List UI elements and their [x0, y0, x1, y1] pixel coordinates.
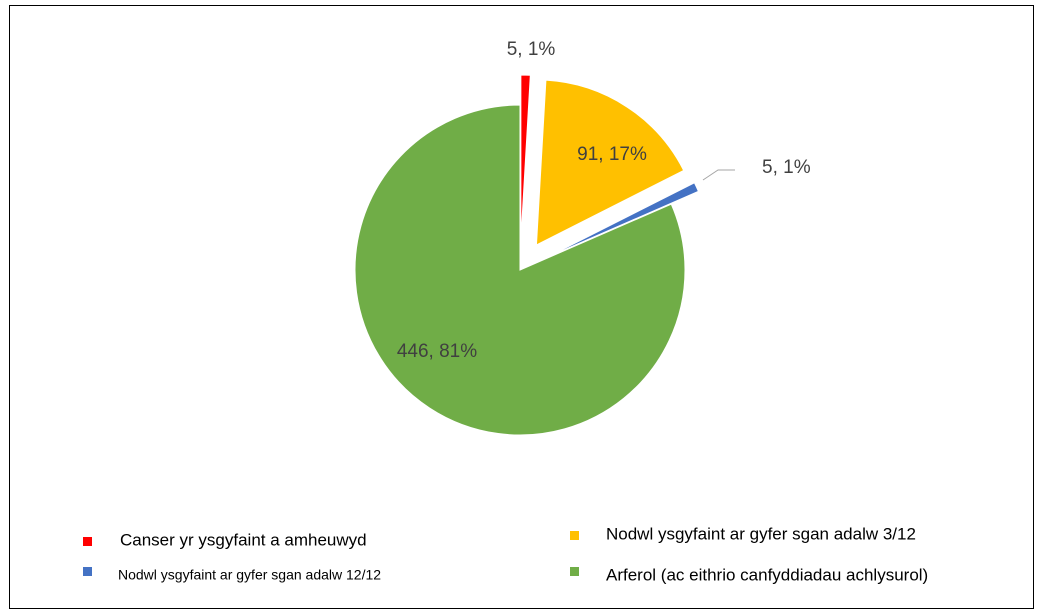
legend-marker [570, 531, 579, 540]
legend-marker [570, 567, 579, 576]
data-label: 91, 17% [577, 144, 647, 165]
pie-slice [535, 79, 685, 246]
pie-slice [354, 104, 686, 436]
data-label: 5, 1% [762, 157, 811, 178]
legend-label: Arferol (ac eithrio canfyddiadau achlysu… [606, 565, 928, 584]
legend-label: Nodwl ysgyfaint ar gyfer sgan adalw 12/1… [118, 567, 381, 583]
pie-slice [546, 182, 700, 258]
legend-label: Nodwl ysgyfaint ar gyfer sgan adalw 3/12 [606, 524, 916, 543]
data-label: 5, 1% [507, 39, 556, 60]
pie-slice [520, 74, 531, 241]
data-label: 446, 81% [397, 341, 477, 362]
legend-marker [83, 537, 92, 546]
legend-label: Canser yr ysgyfaint a amheuwyd [120, 530, 367, 549]
leader-line [702, 169, 735, 181]
legend-marker [83, 567, 92, 576]
